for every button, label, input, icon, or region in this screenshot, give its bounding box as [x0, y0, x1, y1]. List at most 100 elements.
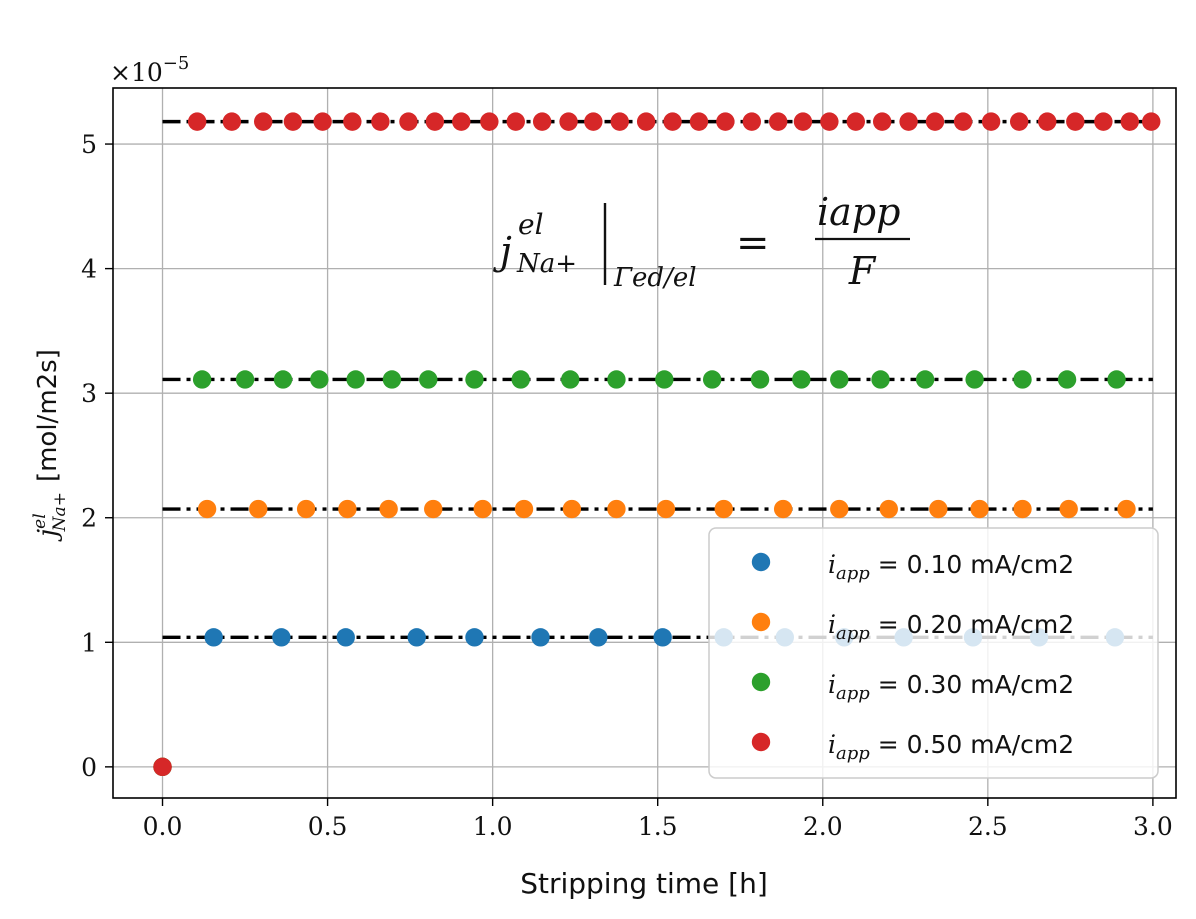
data-point [1057, 370, 1077, 389]
data-point [1120, 112, 1139, 131]
legend-marker [751, 672, 771, 692]
data-point [192, 370, 212, 389]
data-point [607, 499, 626, 519]
data-point [336, 628, 355, 647]
data-point [925, 112, 945, 131]
data-point [663, 112, 682, 131]
legend-value: = 0.50 mA/cm2 [878, 730, 1074, 759]
x-tick-label: 2.5 [968, 812, 1008, 841]
legend-label: iapp = 0.10 mA/cm2 [828, 550, 1074, 584]
data-point [1107, 370, 1126, 389]
data-point [981, 112, 1001, 131]
y-scale-label: ×10−5 [110, 53, 189, 87]
formula-numerator: iapp [817, 190, 900, 234]
data-point [1117, 499, 1136, 519]
data-point [589, 628, 608, 647]
y-tick-label: 2 [81, 504, 97, 533]
data-point [399, 112, 418, 131]
data-point [296, 499, 316, 519]
data-point [532, 112, 552, 131]
legend-label: iapp = 0.20 mA/cm2 [828, 610, 1074, 644]
data-point [953, 112, 973, 131]
data-point [561, 370, 580, 389]
legend-var: i [828, 550, 836, 579]
y-tick-label: 3 [81, 379, 97, 408]
data-point [153, 757, 172, 777]
legend-marker [751, 612, 771, 632]
data-point [584, 112, 603, 131]
data-point [371, 112, 390, 131]
legend-marker [751, 552, 771, 572]
data-point [899, 112, 918, 131]
data-point [452, 112, 471, 131]
y-tick-label: 0 [81, 753, 97, 782]
legend-var: i [828, 730, 836, 759]
data-point [343, 112, 362, 131]
data-point [235, 370, 255, 389]
legend-var: i [828, 670, 836, 699]
data-point [473, 499, 492, 519]
data-point [425, 112, 445, 131]
data-point [769, 112, 788, 131]
data-point [562, 499, 582, 519]
legend-sub: app [836, 743, 870, 764]
data-point [702, 370, 722, 389]
data-point [830, 370, 849, 389]
data-point [610, 112, 629, 131]
data-point [559, 112, 578, 131]
formula-j-sup: el [518, 208, 544, 241]
data-point [830, 499, 849, 519]
data-point [407, 628, 426, 647]
data-point [382, 370, 402, 389]
formula-annotation: j el Na+ Γed/el = iapp F [493, 190, 910, 293]
data-point [511, 370, 530, 389]
data-point [187, 112, 207, 131]
legend-box [708, 527, 1159, 779]
data-point [750, 370, 770, 389]
data-point [656, 499, 676, 519]
plot-frame [112, 87, 1177, 799]
data-point [346, 370, 365, 389]
data-point [929, 499, 948, 519]
legend-value: = 0.30 mA/cm2 [878, 670, 1074, 699]
formula-equals: = [736, 220, 770, 266]
data-point [249, 499, 268, 519]
data-point [273, 370, 293, 389]
y-tick-label: 4 [81, 255, 97, 284]
data-point [1059, 499, 1078, 519]
data-point [655, 370, 674, 389]
formula-j-sub: Na+ [516, 249, 577, 279]
legend-label: iapp = 0.30 mA/cm2 [828, 670, 1074, 704]
data-point [313, 112, 332, 131]
data-point [424, 499, 443, 519]
y-axis-label-sub: Na+ [50, 492, 70, 532]
data-point [1013, 370, 1032, 389]
data-point [820, 112, 839, 131]
y-tick-label: 5 [81, 130, 97, 159]
data-point [272, 628, 291, 647]
data-point [310, 370, 329, 389]
data-point [793, 112, 813, 131]
legend-var: i [828, 610, 836, 639]
data-point [465, 628, 484, 647]
data-point [514, 499, 534, 519]
y-axis-label-units: [mol/m2s] [33, 349, 63, 482]
data-point [607, 370, 626, 389]
data-point [871, 370, 890, 389]
x-tick-label: 1.0 [473, 812, 513, 841]
data-point [283, 112, 303, 131]
data-point [379, 499, 398, 519]
legend-value: = 0.20 mA/cm2 [878, 610, 1074, 639]
grid [113, 88, 1176, 798]
y-axis-label: jelNa+[mol/m2s] [30, 349, 70, 542]
legend-value: = 0.10 mA/cm2 [878, 550, 1074, 579]
data-point [1066, 112, 1085, 131]
data-point [480, 112, 499, 131]
data-point [1142, 112, 1161, 131]
data-point [531, 628, 550, 647]
x-axis-label: Stripping time [h] [520, 867, 768, 900]
x-tick-label: 2.0 [803, 812, 843, 841]
data-point [716, 112, 735, 131]
